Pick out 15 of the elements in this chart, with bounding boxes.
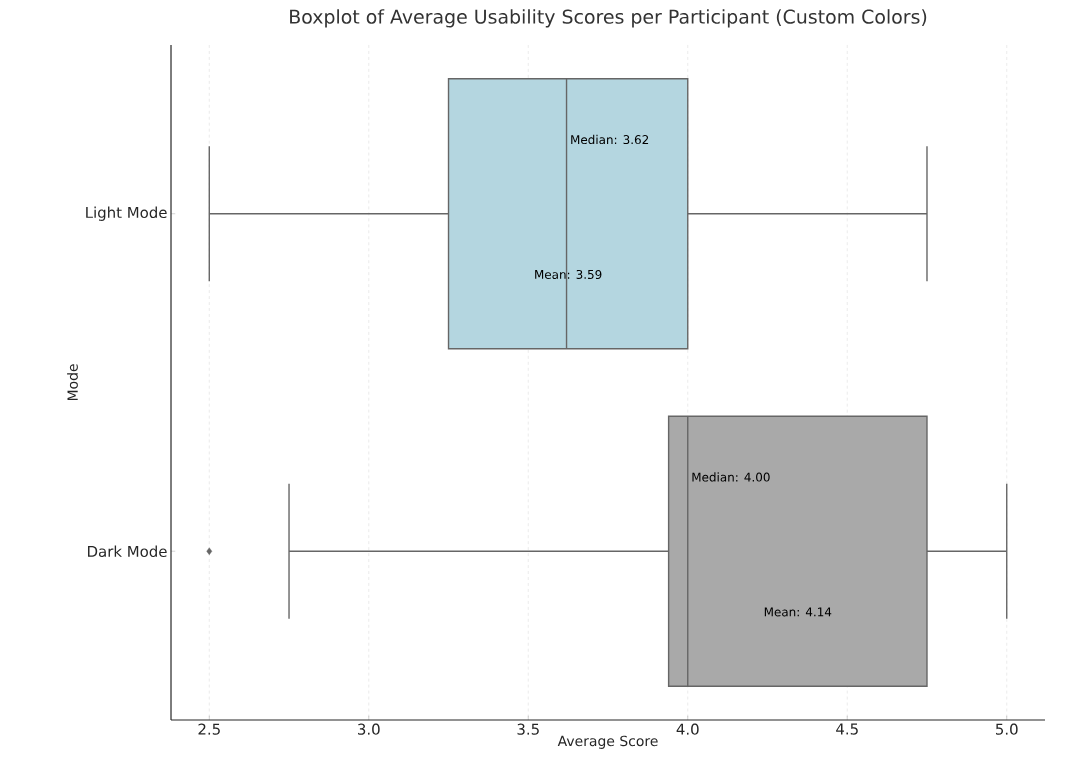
x-axis-title: Average Score <box>557 735 658 749</box>
x-tick-label: 2.5 <box>198 723 220 735</box>
annotation: Mean: 3.59 <box>535 269 602 280</box>
y-tick-label: Dark Mode <box>88 545 167 558</box>
chart-title: Boxplot of Average Usability Scores per Participant (Custom Colors) <box>290 9 927 28</box>
annotation: Median: 4.00 <box>692 472 770 482</box>
x-tick-label: 4.0 <box>676 723 699 735</box>
x-tick-label: 5.0 <box>996 723 1018 735</box>
x-tick-label: 3.5 <box>517 723 539 735</box>
y-axis-title: Mode <box>67 364 78 401</box>
x-tick-label: 3.0 <box>358 723 380 735</box>
annotation: Mean: 4.14 <box>764 607 832 617</box>
annotation: Median: 3.62 <box>571 134 649 145</box>
y-tick-label: Light Mode <box>86 206 167 221</box>
x-tick-label: 4.5 <box>836 723 858 735</box>
